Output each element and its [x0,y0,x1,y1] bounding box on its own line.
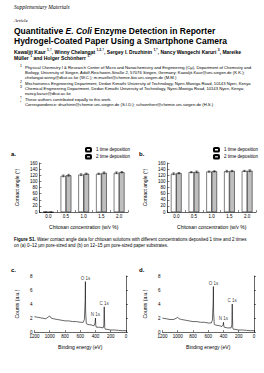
svg-text:60: 60 [160,191,166,196]
svg-text:b.: b. [139,151,145,157]
svg-text:0: 0 [29,329,33,335]
svg-text:0: 0 [125,334,128,339]
svg-text:120: 120 [30,173,38,178]
svg-text:1.0: 1.0 [209,214,216,219]
svg-text:N 1s: N 1s [219,316,229,321]
svg-text:1 time deposition: 1 time deposition [224,147,259,152]
svg-text:140: 140 [158,167,166,172]
svg-text:2.0: 2.0 [116,214,123,219]
svg-text:60: 60 [32,191,38,196]
html-text:Physical Chemistry I & Researc: Physical Chemistry I & Research Center o… [25,65,252,81]
svg-text:8: 8 [30,274,33,279]
html-text:Supplementary Materials: Supplementary Materials [14,4,70,10]
svg-text:2: 2 [30,316,33,321]
svg-text:6: 6 [30,288,33,293]
svg-text:2: 2 [158,316,161,321]
svg-text:200: 200 [107,334,115,339]
svg-text:C 1s: C 1s [228,298,238,303]
html-text:Mechatronics Engineering Depar: Mechatronics Engineering Department, Ded… [25,80,251,86]
html-text:Article: Article [14,18,28,23]
svg-text:Counts (a.u.): Counts (a.u.) [142,289,148,318]
html-text:2: 2 [20,79,22,84]
svg-text:400: 400 [220,334,228,339]
svg-text:120: 120 [158,173,166,178]
svg-text:200: 200 [235,334,243,339]
svg-text:400: 400 [92,334,100,339]
svg-text:40: 40 [160,197,166,202]
svg-text:2 time deposition: 2 time deposition [96,154,131,159]
svg-text:Counts (a.u.): Counts (a.u.) [14,289,20,318]
html-text:1: 1 [20,64,22,69]
html-text:Kawaljit Kaur1,†, Winny Chelan: Kawaljit Kaur1,†, Winny Chelangat1,2,†, … [14,48,241,62]
svg-text:6: 6 [158,288,161,293]
svg-text:Contact angle (°): Contact angle (°) [142,168,148,206]
html-text:Figure S1. Water contact angle: Figure S1. Water contact angle data for … [14,237,247,248]
svg-text:0.0: 0.0 [173,214,180,219]
svg-text:1200: 1200 [157,334,168,339]
svg-text:Binding energy (eV): Binding energy (eV) [58,344,103,350]
svg-text:O 1s: O 1s [81,276,91,281]
svg-text:0.5: 0.5 [63,214,70,219]
svg-text:1 time deposition: 1 time deposition [96,147,131,152]
svg-text:80: 80 [32,185,38,190]
svg-text:d.: d. [139,267,145,273]
svg-text:O 1s: O 1s [209,281,219,286]
svg-text:800: 800 [189,334,197,339]
svg-text:800: 800 [61,334,69,339]
svg-text:600: 600 [76,334,84,339]
svg-text:1.5: 1.5 [226,214,233,219]
svg-text:Contact angle (°): Contact angle (°) [14,168,20,206]
svg-text:a.: a. [11,151,16,157]
svg-text:0.5: 0.5 [191,214,198,219]
svg-text:1000: 1000 [173,334,184,339]
svg-text:2 time deposition: 2 time deposition [224,154,259,159]
svg-text:Chitosan concentration (w/v %): Chitosan concentration (w/v %) [49,224,119,230]
svg-text:1000: 1000 [45,334,56,339]
svg-text:80: 80 [160,185,166,190]
svg-text:160: 160 [30,161,38,166]
html-text:Correspondence: druzhinin@chem: Correspondence: druzhinin@chemie.uni-sie… [25,102,214,108]
svg-text:N 1s: N 1s [91,312,101,317]
svg-text:100: 100 [30,179,38,184]
svg-text:0.0: 0.0 [45,214,52,219]
svg-text:20: 20 [32,203,38,208]
svg-text:C 1s: C 1s [100,301,110,306]
svg-text:4: 4 [158,302,161,307]
svg-text:0: 0 [35,210,38,215]
svg-text:0: 0 [157,329,161,335]
svg-text:4: 4 [30,302,33,307]
svg-text:1200: 1200 [29,334,40,339]
svg-text:c.: c. [11,267,16,273]
svg-text:20: 20 [160,203,166,208]
svg-text:0: 0 [253,334,256,339]
svg-text:8: 8 [158,274,161,279]
html-text:Chemical Engineering Departmen: Chemical Engineering Department, Dedan K… [25,86,245,97]
svg-text:140: 140 [30,167,38,172]
svg-text:40: 40 [32,197,38,202]
svg-text:0: 0 [163,210,166,215]
svg-text:600: 600 [204,334,212,339]
svg-text:2.0: 2.0 [244,214,251,219]
html-text:These authors contributed equa: These authors contributed equally to thi… [25,96,112,102]
svg-text:Chitosan concentration (w/v %): Chitosan concentration (w/v %) [177,224,247,230]
html-text:3: 3 [20,85,22,90]
svg-text:1.0: 1.0 [81,214,88,219]
svg-text:100: 100 [158,179,166,184]
svg-text:160: 160 [158,161,166,166]
html-text:Quantitative E. Coli Enzyme De: Quantitative E. Coli Enzyme Detection in… [14,26,227,46]
svg-text:1.5: 1.5 [98,214,105,219]
svg-text:Binding energy (eV): Binding energy (eV) [186,344,231,350]
